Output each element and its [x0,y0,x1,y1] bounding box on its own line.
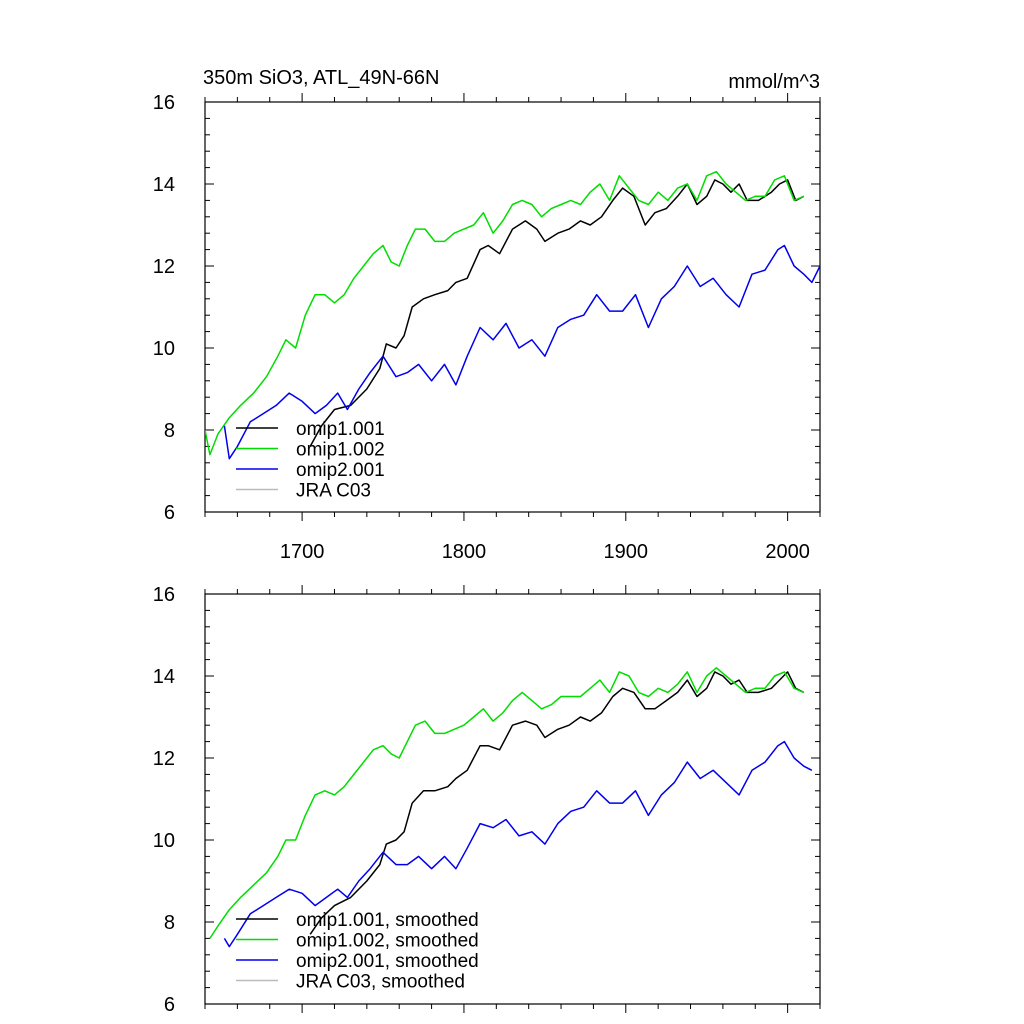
series-line-1 [209,667,805,939]
y-tick-label: 14 [153,174,175,196]
legend-label: JRA C03 [296,481,371,502]
y-tick-label: 8 [164,420,175,442]
x-tick-label: 1800 [442,541,487,563]
chart-title: 350m SiO3, ATL_49N-66N [203,67,439,89]
y-tick-label: 16 [153,92,175,114]
plot-frame [204,101,821,513]
series-line-1 [205,170,805,456]
y-tick-label: 16 [153,584,175,606]
x-tick-label: 2000 [765,541,810,563]
legend-label: omip1.001 [296,419,385,440]
legend-label: omip1.001, smoothed [296,910,479,931]
y-tick-label: 6 [164,502,175,524]
y-tick-label: 14 [153,666,175,688]
y-tick-label: 10 [153,338,175,360]
x-tick-label: 1700 [280,541,325,563]
legend-label: omip2.001, smoothed [296,951,479,972]
legend-label: JRA C03, smoothed [296,972,465,993]
series-group [205,170,820,460]
panel-bottom: 6 8 10 12 14 16 omip1.001, smoothedomip1.002, … [153,584,821,1016]
panel-top: 350m SiO3, ATL_49N-66N mmol/m^3 6 8 10 12 14… [153,67,821,563]
units-label: mmol/m^3 [728,71,820,93]
plot-frame [204,593,821,1005]
y-tick-label: 10 [153,830,175,852]
legend-label: omip1.002 [296,440,385,461]
series-line-2 [223,740,813,948]
series-group [209,667,813,948]
series-line-0 [309,179,805,447]
series-line-0 [309,671,805,935]
y-tick-label: 6 [164,994,175,1016]
y-tick-label: 12 [153,256,175,278]
x-tick-label: 1900 [604,541,649,563]
y-tick-label: 12 [153,748,175,770]
y-tick-label: 8 [164,912,175,934]
series-line-2 [223,244,820,460]
legend-label: omip2.001 [296,460,385,481]
legend-label: omip1.002, smoothed [296,931,479,952]
